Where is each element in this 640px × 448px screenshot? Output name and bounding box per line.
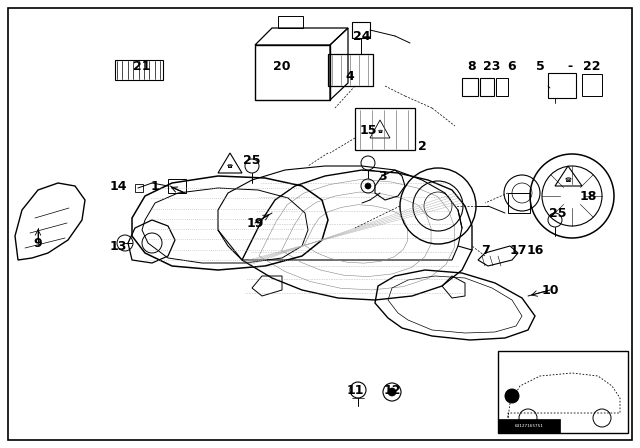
Circle shape bbox=[365, 183, 371, 189]
Bar bbox=[115, 60, 163, 80]
Text: 24: 24 bbox=[353, 30, 371, 43]
Bar bbox=[496, 78, 508, 96]
Text: 23: 23 bbox=[483, 60, 500, 73]
Text: 10: 10 bbox=[541, 284, 559, 297]
Bar bbox=[480, 78, 494, 96]
Text: 9: 9 bbox=[34, 237, 42, 250]
Circle shape bbox=[388, 388, 396, 396]
Bar bbox=[352, 22, 370, 38]
Bar bbox=[498, 419, 560, 433]
Bar bbox=[168, 179, 186, 193]
Text: 6: 6 bbox=[508, 60, 516, 73]
Bar bbox=[508, 193, 530, 213]
Text: 2: 2 bbox=[418, 139, 426, 152]
Bar bbox=[355, 108, 415, 150]
Text: 1: 1 bbox=[150, 180, 159, 193]
Bar bbox=[278, 16, 303, 28]
Bar bbox=[498, 351, 628, 433]
Bar bbox=[548, 73, 576, 98]
Text: 5: 5 bbox=[536, 60, 545, 73]
Text: 12: 12 bbox=[383, 383, 401, 396]
Text: ☎: ☎ bbox=[227, 164, 233, 168]
Text: 11: 11 bbox=[346, 383, 364, 396]
Text: 7: 7 bbox=[481, 244, 490, 257]
Circle shape bbox=[505, 389, 519, 403]
Bar bbox=[255, 45, 330, 100]
Text: 18: 18 bbox=[579, 190, 596, 202]
Text: ☎: ☎ bbox=[565, 177, 572, 182]
Text: 15: 15 bbox=[359, 124, 377, 137]
Bar bbox=[328, 54, 373, 86]
Text: 13: 13 bbox=[109, 240, 127, 253]
Text: 25: 25 bbox=[549, 207, 567, 220]
Text: 22: 22 bbox=[583, 60, 601, 73]
Text: 20: 20 bbox=[273, 60, 291, 73]
Bar bbox=[462, 78, 478, 96]
Text: 17: 17 bbox=[509, 244, 527, 257]
Text: 21: 21 bbox=[133, 60, 151, 73]
Text: 19: 19 bbox=[246, 216, 264, 229]
Text: ☎: ☎ bbox=[378, 130, 383, 134]
Bar bbox=[582, 74, 602, 96]
Text: 3: 3 bbox=[378, 169, 387, 182]
Text: 63127165751: 63127165751 bbox=[515, 424, 543, 428]
Text: 8: 8 bbox=[468, 60, 476, 73]
Bar bbox=[135, 184, 143, 192]
Text: 25: 25 bbox=[243, 154, 260, 167]
Text: 14: 14 bbox=[109, 180, 127, 193]
Text: 4: 4 bbox=[346, 69, 355, 82]
Text: -: - bbox=[568, 60, 573, 73]
Text: 16: 16 bbox=[526, 244, 544, 257]
